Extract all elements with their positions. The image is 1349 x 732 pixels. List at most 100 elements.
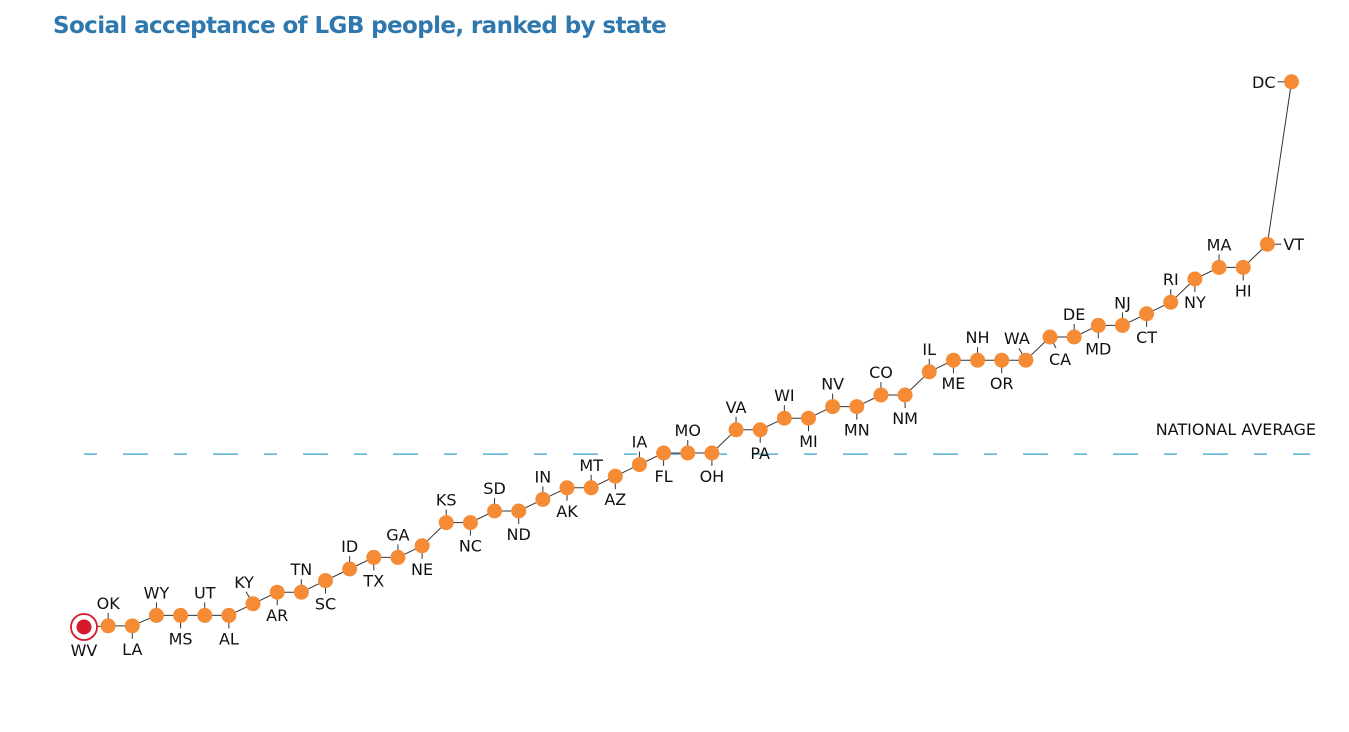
- data-point-de[interactable]: [1066, 329, 1082, 345]
- data-point-tn[interactable]: [293, 584, 309, 600]
- state-label-co: CO: [869, 363, 893, 382]
- data-point-sc[interactable]: [318, 573, 333, 589]
- data-point-ms[interactable]: [173, 607, 189, 623]
- data-point-oh[interactable]: [704, 445, 720, 461]
- data-point-md[interactable]: [1090, 317, 1106, 333]
- state-label-nd: ND: [507, 525, 531, 544]
- data-point-la[interactable]: [124, 618, 140, 634]
- state-label-nv: NV: [821, 375, 844, 394]
- data-point-mn[interactable]: [849, 399, 865, 415]
- state-label-mo: MO: [675, 421, 701, 440]
- state-label-md: MD: [1085, 339, 1111, 358]
- state-label-id: ID: [341, 537, 358, 556]
- data-point-pa[interactable]: [752, 422, 768, 438]
- state-label-sc: SC: [315, 595, 336, 614]
- data-point-ne[interactable]: [414, 538, 430, 554]
- state-label-nh: NH: [966, 328, 990, 347]
- data-point-ut[interactable]: [197, 607, 213, 623]
- state-label-mi: MI: [799, 432, 818, 451]
- data-point-ga[interactable]: [390, 549, 406, 565]
- state-label-nc: NC: [459, 537, 482, 556]
- data-point-ny[interactable]: [1187, 271, 1203, 287]
- data-point-az[interactable]: [607, 468, 623, 484]
- data-point-nd[interactable]: [511, 503, 527, 519]
- data-point-al[interactable]: [221, 607, 237, 623]
- data-point-ma[interactable]: [1211, 259, 1227, 275]
- state-label-tx: TX: [362, 571, 384, 590]
- data-point-vt[interactable]: [1259, 236, 1275, 252]
- state-label-mt: MT: [579, 456, 603, 475]
- data-point-ca[interactable]: [1042, 329, 1058, 345]
- data-point-mi[interactable]: [801, 410, 816, 426]
- state-label-or: OR: [990, 374, 1014, 393]
- data-point-in[interactable]: [535, 491, 551, 507]
- state-label-il: IL: [922, 340, 936, 359]
- data-point-nj[interactable]: [1114, 317, 1130, 333]
- state-label-va: VA: [726, 398, 747, 417]
- state-label-ks: KS: [436, 491, 457, 510]
- chart-title: Social acceptance of LGB people, ranked …: [53, 13, 667, 39]
- state-label-sd: SD: [483, 479, 505, 498]
- state-label-ms: MS: [169, 629, 193, 648]
- data-point-nc[interactable]: [462, 515, 478, 531]
- data-point-nm[interactable]: [897, 387, 913, 403]
- data-point-wy[interactable]: [148, 607, 164, 623]
- data-point-id[interactable]: [342, 561, 358, 577]
- data-point-mo[interactable]: [680, 445, 696, 461]
- state-label-wy: WY: [144, 583, 170, 602]
- data-point-nv[interactable]: [825, 399, 841, 415]
- data-point-ok[interactable]: [100, 618, 116, 634]
- series-segment-vt-dc: [1266, 81, 1292, 245]
- data-point-sd[interactable]: [487, 503, 503, 519]
- state-label-wa: WA: [1004, 329, 1030, 348]
- state-label-ok: OK: [97, 594, 121, 613]
- state-label-mn: MN: [844, 421, 870, 440]
- label-tick-layer: [83, 81, 1292, 640]
- state-label-ca: CA: [1049, 350, 1071, 369]
- data-point-ks[interactable]: [438, 515, 454, 531]
- data-point-me[interactable]: [945, 352, 961, 368]
- data-point-ky[interactable]: [245, 596, 261, 612]
- state-label-wi: WI: [774, 386, 795, 405]
- data-point-il[interactable]: [921, 364, 937, 380]
- state-label-ga: GA: [386, 525, 409, 544]
- state-label-vt: VT: [1283, 235, 1304, 254]
- state-label-ri: RI: [1163, 270, 1179, 289]
- data-point-co[interactable]: [873, 387, 889, 403]
- data-point-fl[interactable]: [656, 445, 672, 461]
- state-label-hi: HI: [1235, 281, 1252, 300]
- data-point-ct[interactable]: [1139, 306, 1155, 322]
- data-point-hi[interactable]: [1235, 259, 1251, 275]
- data-point-or[interactable]: [994, 352, 1010, 368]
- data-point-ri[interactable]: [1163, 294, 1179, 310]
- data-point-ak[interactable]: [559, 480, 575, 496]
- state-label-oh: OH: [700, 467, 725, 486]
- state-label-me: ME: [941, 374, 965, 393]
- data-point-wa[interactable]: [1018, 352, 1034, 368]
- data-point-mt[interactable]: [583, 480, 599, 496]
- state-label-al: AL: [219, 629, 239, 648]
- state-label-ma: MA: [1207, 235, 1232, 254]
- state-label-ut: UT: [194, 583, 216, 602]
- data-point-wi[interactable]: [776, 410, 792, 426]
- data-point-ar[interactable]: [269, 584, 285, 600]
- state-label-ak: AK: [556, 502, 578, 521]
- data-point-va[interactable]: [728, 422, 744, 438]
- state-label-ct: CT: [1136, 328, 1157, 347]
- data-point-ia[interactable]: [631, 457, 647, 473]
- data-point-layer: [70, 74, 1299, 641]
- national-average-layer: NATIONAL AVERAGE: [84, 420, 1316, 455]
- state-label-pa: PA: [750, 444, 770, 463]
- state-label-az: AZ: [604, 490, 626, 509]
- state-label-ar: AR: [266, 606, 288, 625]
- data-point-dc[interactable]: [1284, 74, 1299, 90]
- state-label-ky: KY: [234, 573, 254, 592]
- national-average-label: NATIONAL AVERAGE: [1156, 420, 1316, 439]
- data-point-wv[interactable]: [76, 619, 92, 635]
- state-label-nj: NJ: [1114, 293, 1131, 312]
- data-point-nh[interactable]: [970, 352, 986, 368]
- data-point-tx[interactable]: [366, 549, 382, 565]
- state-label-tn: TN: [289, 560, 312, 579]
